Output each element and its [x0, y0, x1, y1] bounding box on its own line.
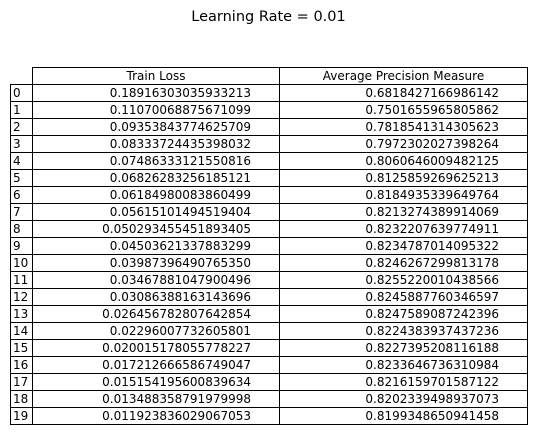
row-label: 2: [10, 118, 33, 136]
table-row: 3 0.08333724435398032 0.7972302027398264: [10, 135, 528, 153]
row-label: 18: [10, 390, 33, 408]
table-row: 17 0.015154195600839634 0.8216159701587122: [10, 373, 528, 391]
table-row: 1 0.11070068875671099 0.7501655965805862: [10, 101, 528, 119]
train-loss-cell: 0.07486333121550816: [32, 152, 280, 170]
header-corner-cell: [11, 68, 33, 85]
average-precision-cell: 0.8227395208116188: [279, 339, 528, 357]
row-label: 11: [10, 271, 33, 289]
column-header-average-precision: Average Precision Measure: [279, 67, 528, 85]
row-label: 19: [10, 407, 33, 425]
train-loss-cell: 0.18916303035933213: [32, 84, 280, 102]
table-row: 19 0.011923836029067053 0.8199348650941458: [10, 407, 528, 425]
table-row: 14 0.02296007732605801 0.8224383937437236: [10, 322, 528, 340]
train-loss-cell: 0.03467881047900496: [32, 271, 280, 289]
table-row: 16 0.017212666586749047 0.8233646736310984: [10, 356, 528, 374]
results-table: Train Loss Average Precision Measure 0 0.…: [10, 67, 528, 425]
train-loss-cell: 0.015154195600839634: [32, 373, 280, 391]
average-precision-cell: 0.7972302027398264: [279, 135, 528, 153]
average-precision-cell: 0.8234787014095322: [279, 237, 528, 255]
train-loss-cell: 0.05615101494519404: [32, 203, 280, 221]
table-row: 18 0.013488358791979998 0.8202339498937073: [10, 390, 528, 408]
table-row: 0 0.18916303035933213 0.6818427166986142: [10, 84, 528, 102]
row-label: 17: [10, 373, 33, 391]
train-loss-cell: 0.11070068875671099: [32, 101, 280, 119]
average-precision-cell: 0.8060646009482125: [279, 152, 528, 170]
table-row: 4 0.07486333121550816 0.8060646009482125: [10, 152, 528, 170]
table-row: 8 0.050293455451893405 0.8232207639774911: [10, 220, 528, 238]
average-precision-cell: 0.8255220010438566: [279, 271, 528, 289]
row-label: 1: [10, 101, 33, 119]
train-loss-cell: 0.03987396490765350: [32, 254, 280, 272]
row-label: 0: [10, 84, 33, 102]
row-label: 13: [10, 305, 33, 323]
table-row: 6 0.06184980083860499 0.8184935339649764: [10, 186, 528, 204]
average-precision-cell: 0.8233646736310984: [279, 356, 528, 374]
average-precision-cell: 0.8125859269625213: [279, 169, 528, 187]
average-precision-cell: 0.8213274389914069: [279, 203, 528, 221]
table-row: 2 0.09353843774625709 0.7818541314305623: [10, 118, 528, 136]
train-loss-cell: 0.06826283256185121: [32, 169, 280, 187]
row-label: 5: [10, 169, 33, 187]
row-label: 16: [10, 356, 33, 374]
row-label: 8: [10, 220, 33, 238]
row-label: 12: [10, 288, 33, 306]
row-label: 7: [10, 203, 33, 221]
chart-title: Learning Rate = 0.01: [191, 9, 346, 25]
table-row: 9 0.04503621337883299 0.8234787014095322: [10, 237, 528, 255]
row-label: 9: [10, 237, 33, 255]
train-loss-cell: 0.08333724435398032: [32, 135, 280, 153]
train-loss-cell: 0.011923836029067053: [32, 407, 280, 425]
row-label: 3: [10, 135, 33, 153]
average-precision-cell: 0.7818541314305623: [279, 118, 528, 136]
train-loss-cell: 0.09353843774625709: [32, 118, 280, 136]
table-row: 10 0.03987396490765350 0.8246267299813178: [10, 254, 528, 272]
average-precision-cell: 0.8246267299813178: [279, 254, 528, 272]
train-loss-cell: 0.026456782807642854: [32, 305, 280, 323]
train-loss-cell: 0.02296007732605801: [32, 322, 280, 340]
train-loss-cell: 0.050293455451893405: [32, 220, 280, 238]
train-loss-cell: 0.04503621337883299: [32, 237, 280, 255]
train-loss-cell: 0.03086388163143696: [32, 288, 280, 306]
row-label: 15: [10, 339, 33, 357]
row-label: 4: [10, 152, 33, 170]
average-precision-cell: 0.8245887760346597: [279, 288, 528, 306]
table-row: 13 0.026456782807642854 0.8247589087242396: [10, 305, 528, 323]
train-loss-cell: 0.013488358791979998: [32, 390, 280, 408]
average-precision-cell: 0.7501655965805862: [279, 101, 528, 119]
table-row: 15 0.020015178055778227 0.8227395208116188: [10, 339, 528, 357]
row-label: 14: [10, 322, 33, 340]
average-precision-cell: 0.8232207639774911: [279, 220, 528, 238]
train-loss-cell: 0.017212666586749047: [32, 356, 280, 374]
table-row: 11 0.03467881047900496 0.8255220010438566: [10, 271, 528, 289]
average-precision-cell: 0.8216159701587122: [279, 373, 528, 391]
average-precision-cell: 0.8224383937437236: [279, 322, 528, 340]
average-precision-cell: 0.8184935339649764: [279, 186, 528, 204]
average-precision-cell: 0.6818427166986142: [279, 84, 528, 102]
average-precision-cell: 0.8199348650941458: [279, 407, 528, 425]
header-row: Train Loss Average Precision Measure: [11, 67, 528, 85]
table-body: 0 0.18916303035933213 0.6818427166986142 1 0…: [10, 84, 528, 425]
row-label: 6: [10, 186, 33, 204]
table-row: 7 0.05615101494519404 0.8213274389914069: [10, 203, 528, 221]
table-row: 5 0.06826283256185121 0.8125859269625213: [10, 169, 528, 187]
row-label: 10: [10, 254, 33, 272]
train-loss-cell: 0.06184980083860499: [32, 186, 280, 204]
table-row: 12 0.03086388163143696 0.8245887760346597: [10, 288, 528, 306]
column-header-train-loss: Train Loss: [32, 67, 280, 85]
average-precision-cell: 0.8202339498937073: [279, 390, 528, 408]
average-precision-cell: 0.8247589087242396: [279, 305, 528, 323]
train-loss-cell: 0.020015178055778227: [32, 339, 280, 357]
